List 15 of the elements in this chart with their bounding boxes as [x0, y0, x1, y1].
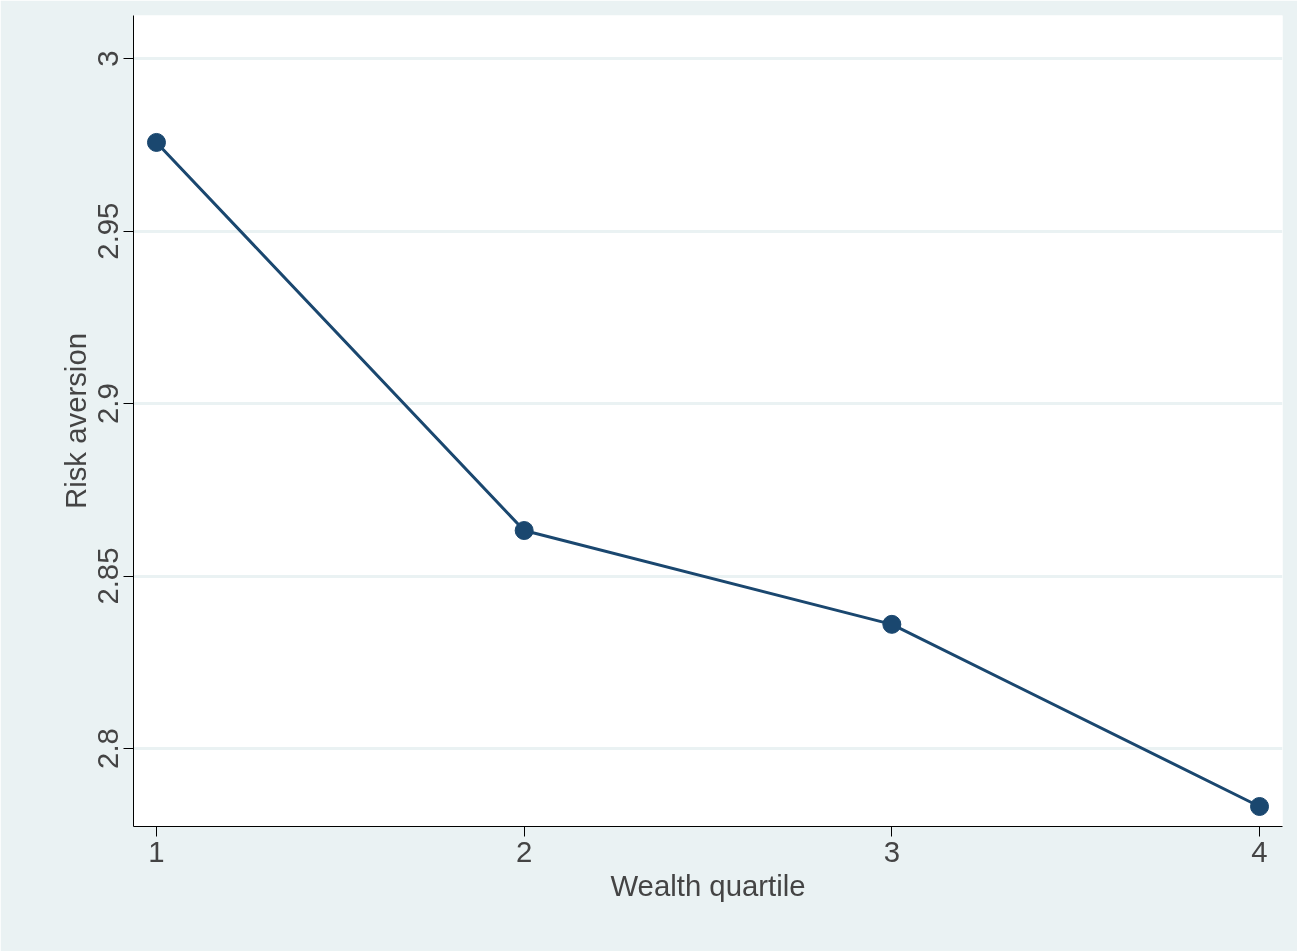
x-axis-title: Wealth quartile [610, 868, 806, 902]
x-tick-label: 3 [883, 834, 900, 868]
y-tick-label: 2.9 [91, 383, 125, 424]
y-tick-label: 2.85 [91, 547, 125, 605]
point [146, 132, 166, 152]
x-tick-label: 4 [1251, 834, 1268, 868]
point [1250, 797, 1270, 816]
y-tick-label: 2.8 [91, 728, 125, 769]
y-axis-title: Risk aversion [58, 332, 92, 510]
y-tick-label: 3 [91, 50, 125, 67]
x-tick-label: 2 [516, 834, 533, 868]
y-tick-label: 2.95 [91, 202, 125, 260]
point [514, 521, 534, 541]
x-tick-label: 1 [148, 834, 165, 868]
point [882, 614, 902, 634]
